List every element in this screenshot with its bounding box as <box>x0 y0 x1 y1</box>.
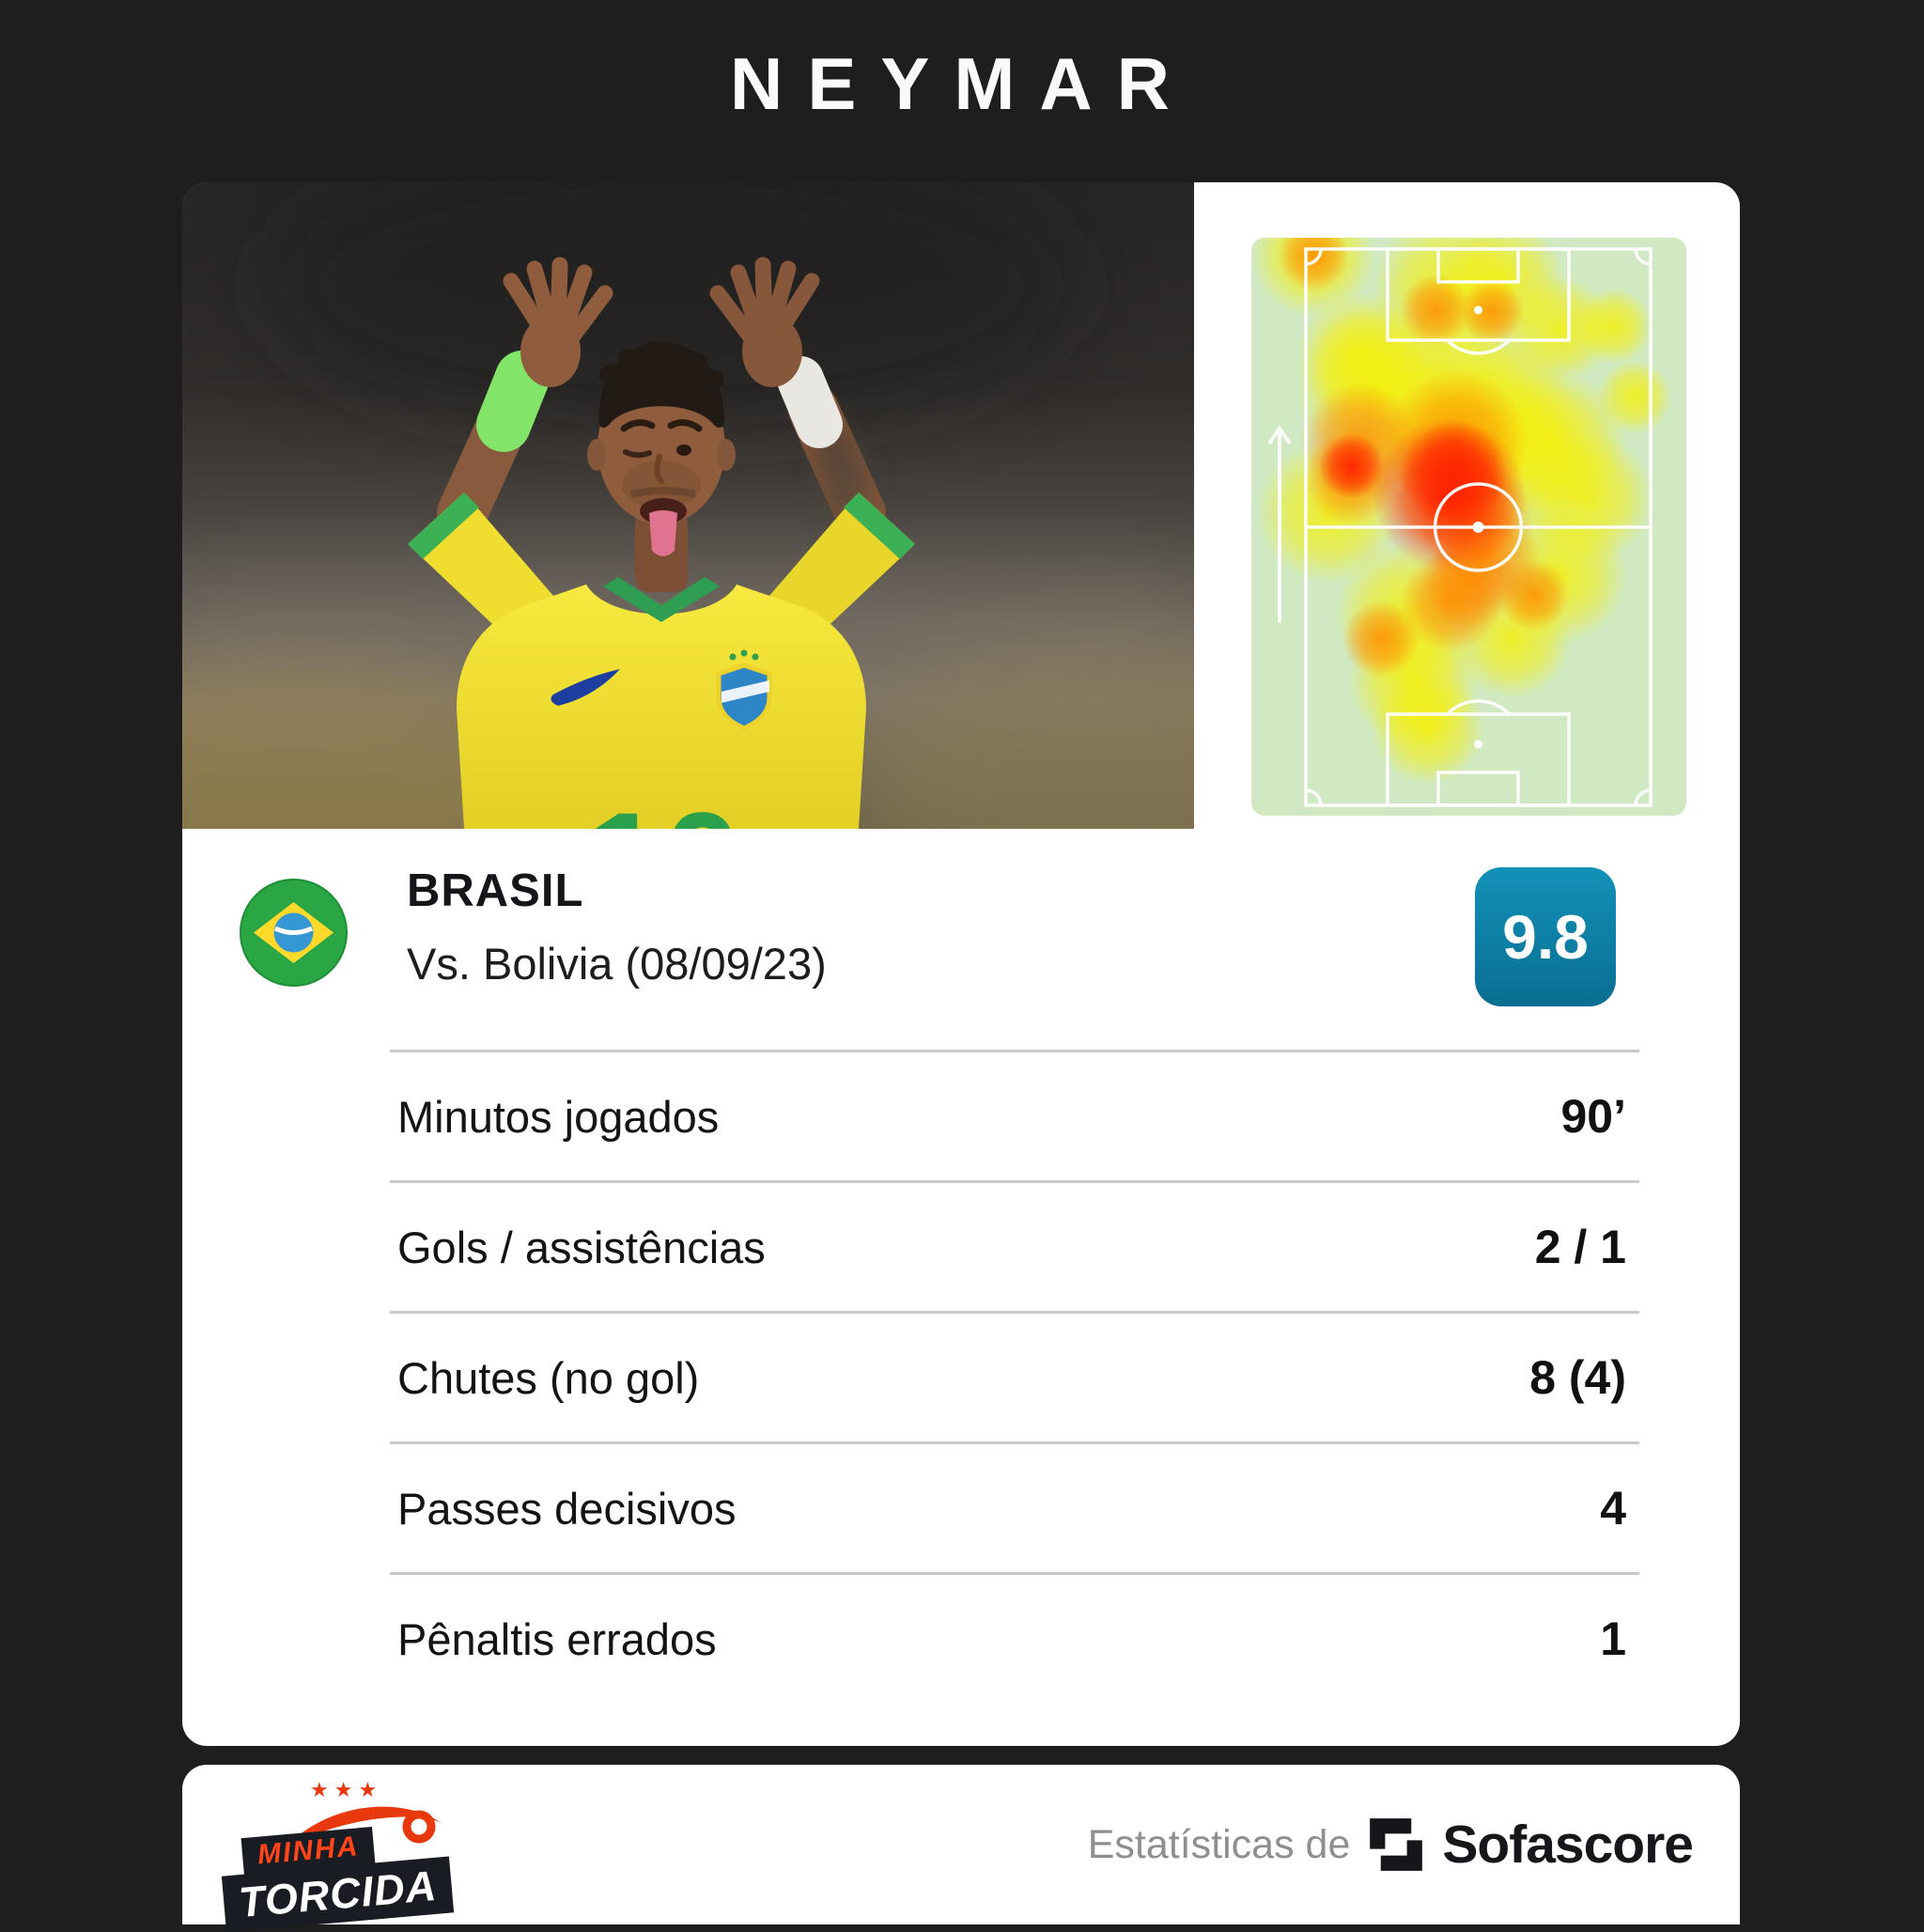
brazil-flag-icon <box>240 879 348 987</box>
sofascore-icon <box>1370 1818 1423 1871</box>
player-photo: 10 <box>182 182 1194 829</box>
stat-row: Gols / assistências 2 / 1 <box>390 1180 1639 1311</box>
heatmap-field <box>1251 238 1686 816</box>
player-photo-illustration: 10 <box>182 182 1194 829</box>
match-line: Vs. Bolivia (08/09/23) <box>407 939 827 989</box>
sofascore-wordmark: Sofascore <box>1442 1815 1694 1875</box>
team-info: BRASIL Vs. Bolivia (08/09/23) <box>407 865 827 989</box>
stat-row: Passes decisivos 4 <box>390 1441 1639 1572</box>
green-wristband <box>476 351 550 452</box>
rating-badge: 9.8 <box>1475 867 1616 1006</box>
pitch-lines <box>1267 247 1652 807</box>
stat-value: 1 <box>1600 1613 1626 1665</box>
stat-label: Passes decisivos <box>397 1483 737 1534</box>
team-name: BRASIL <box>407 865 584 916</box>
attribution-text: Estatísticas de <box>1087 1821 1351 1867</box>
stat-row: Pênaltis errados 1 <box>390 1572 1639 1703</box>
stat-row: Chutes (no gol) 8 (4) <box>390 1311 1639 1441</box>
stat-label: Gols / assistências <box>397 1222 766 1272</box>
brazil-jersey <box>457 584 866 829</box>
player-figure: 10 <box>408 257 915 829</box>
stat-label: Minutos jogados <box>397 1091 720 1142</box>
minha-torcida-logo: ★★★ MINHA TORCIDA <box>221 1778 458 1932</box>
swoosh-logo <box>551 669 620 706</box>
left-hand <box>503 257 613 347</box>
stat-value: 2 / 1 <box>1534 1221 1626 1273</box>
star-icons: ★★★ <box>310 1778 383 1801</box>
stat-label: Chutes (no gol) <box>397 1352 700 1403</box>
jersey-number: 10 <box>585 783 742 829</box>
stats-card: 10 <box>182 182 1740 1746</box>
rating-value: 9.8 <box>1502 902 1589 972</box>
up-arrow-icon <box>1267 425 1292 623</box>
stat-value: 4 <box>1600 1482 1626 1535</box>
stat-row: Minutos jogados 90’ <box>390 1050 1639 1180</box>
attribution: Estatísticas de Sofascore <box>1087 1765 1694 1924</box>
right-hand <box>709 257 820 347</box>
stat-label: Pênaltis errados <box>397 1613 717 1664</box>
footer-bar: ★★★ MINHA TORCIDA Estatísticas de Sofasc… <box>182 1765 1740 1932</box>
white-wrist-tape <box>777 356 843 448</box>
stat-value: 8 (4) <box>1529 1351 1626 1404</box>
jersey-collar <box>603 577 720 622</box>
page-title: NEYMAR <box>729 42 1194 125</box>
cbf-crest <box>716 649 772 731</box>
stat-value: 90’ <box>1560 1090 1626 1143</box>
tongue-out <box>649 510 677 556</box>
stadium-swoosh-icon <box>282 1806 442 1851</box>
winking-eye <box>623 449 652 459</box>
